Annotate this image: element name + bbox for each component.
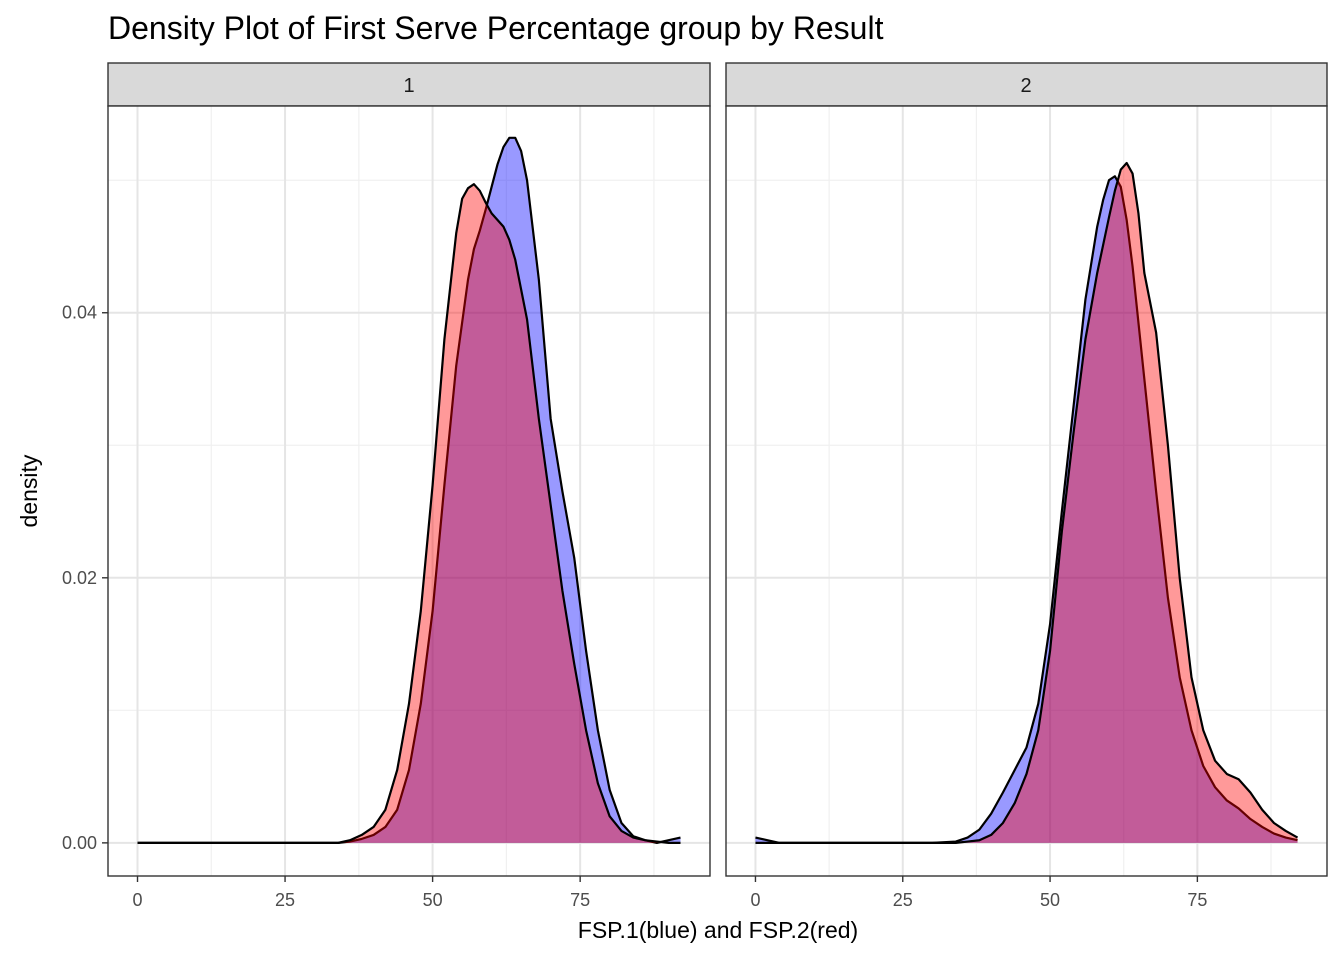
facet-strip-label-2: 2 xyxy=(1020,75,1031,97)
x-tick-label: 0 xyxy=(750,890,760,910)
y-tick-label: 0.04 xyxy=(62,303,97,323)
density-line-facet2-series2 xyxy=(755,161,1299,844)
facet-x-axis-1: 0 25 50 75 xyxy=(133,876,590,910)
facet-areas-2 xyxy=(755,161,1299,844)
density-area-facet1-series2 xyxy=(137,184,681,843)
x-tick-label: 75 xyxy=(1187,890,1207,910)
panel-background xyxy=(108,106,710,876)
y-tick-label: 0.02 xyxy=(62,568,97,588)
x-axis-title: FSP.1(blue) and FSP.2(red) xyxy=(578,917,858,943)
facet-border-1 xyxy=(107,105,711,877)
x-tick-label: 50 xyxy=(423,890,443,910)
y-tick-label: 0.00 xyxy=(62,833,97,853)
x-tick-label: 25 xyxy=(275,890,295,910)
facet-x-axis-2: 0 25 50 75 xyxy=(750,876,1207,910)
density-area-facet2-series2 xyxy=(755,162,1298,843)
facet-strip-1 xyxy=(107,62,711,107)
x-tick-label: 50 xyxy=(1040,890,1060,910)
y-axis-title: density xyxy=(16,454,42,527)
density-line-facet1-series1 xyxy=(137,136,681,844)
density-area-facet2-series1 xyxy=(755,176,1298,843)
x-tick-label: 25 xyxy=(893,890,913,910)
facet-panel-2: 2 0 25 50 75 xyxy=(725,62,1328,910)
y-axis: 0.00 0.02 0.04 xyxy=(62,303,108,853)
x-tick-label: 75 xyxy=(570,890,590,910)
chart-title: Density Plot of First Serve Percentage g… xyxy=(108,10,884,46)
facet-areas-1 xyxy=(137,136,681,844)
x-tick-label: 0 xyxy=(133,890,143,910)
density-line-facet1-series2 xyxy=(137,183,681,844)
facet-border-2 xyxy=(725,105,1328,877)
facet-panel-1: 1 0 25 50 75 xyxy=(107,62,711,910)
density-area-facet1-series1 xyxy=(137,137,681,843)
facet-strip-label-1: 1 xyxy=(403,75,414,97)
facet-grid-1 xyxy=(108,106,710,876)
